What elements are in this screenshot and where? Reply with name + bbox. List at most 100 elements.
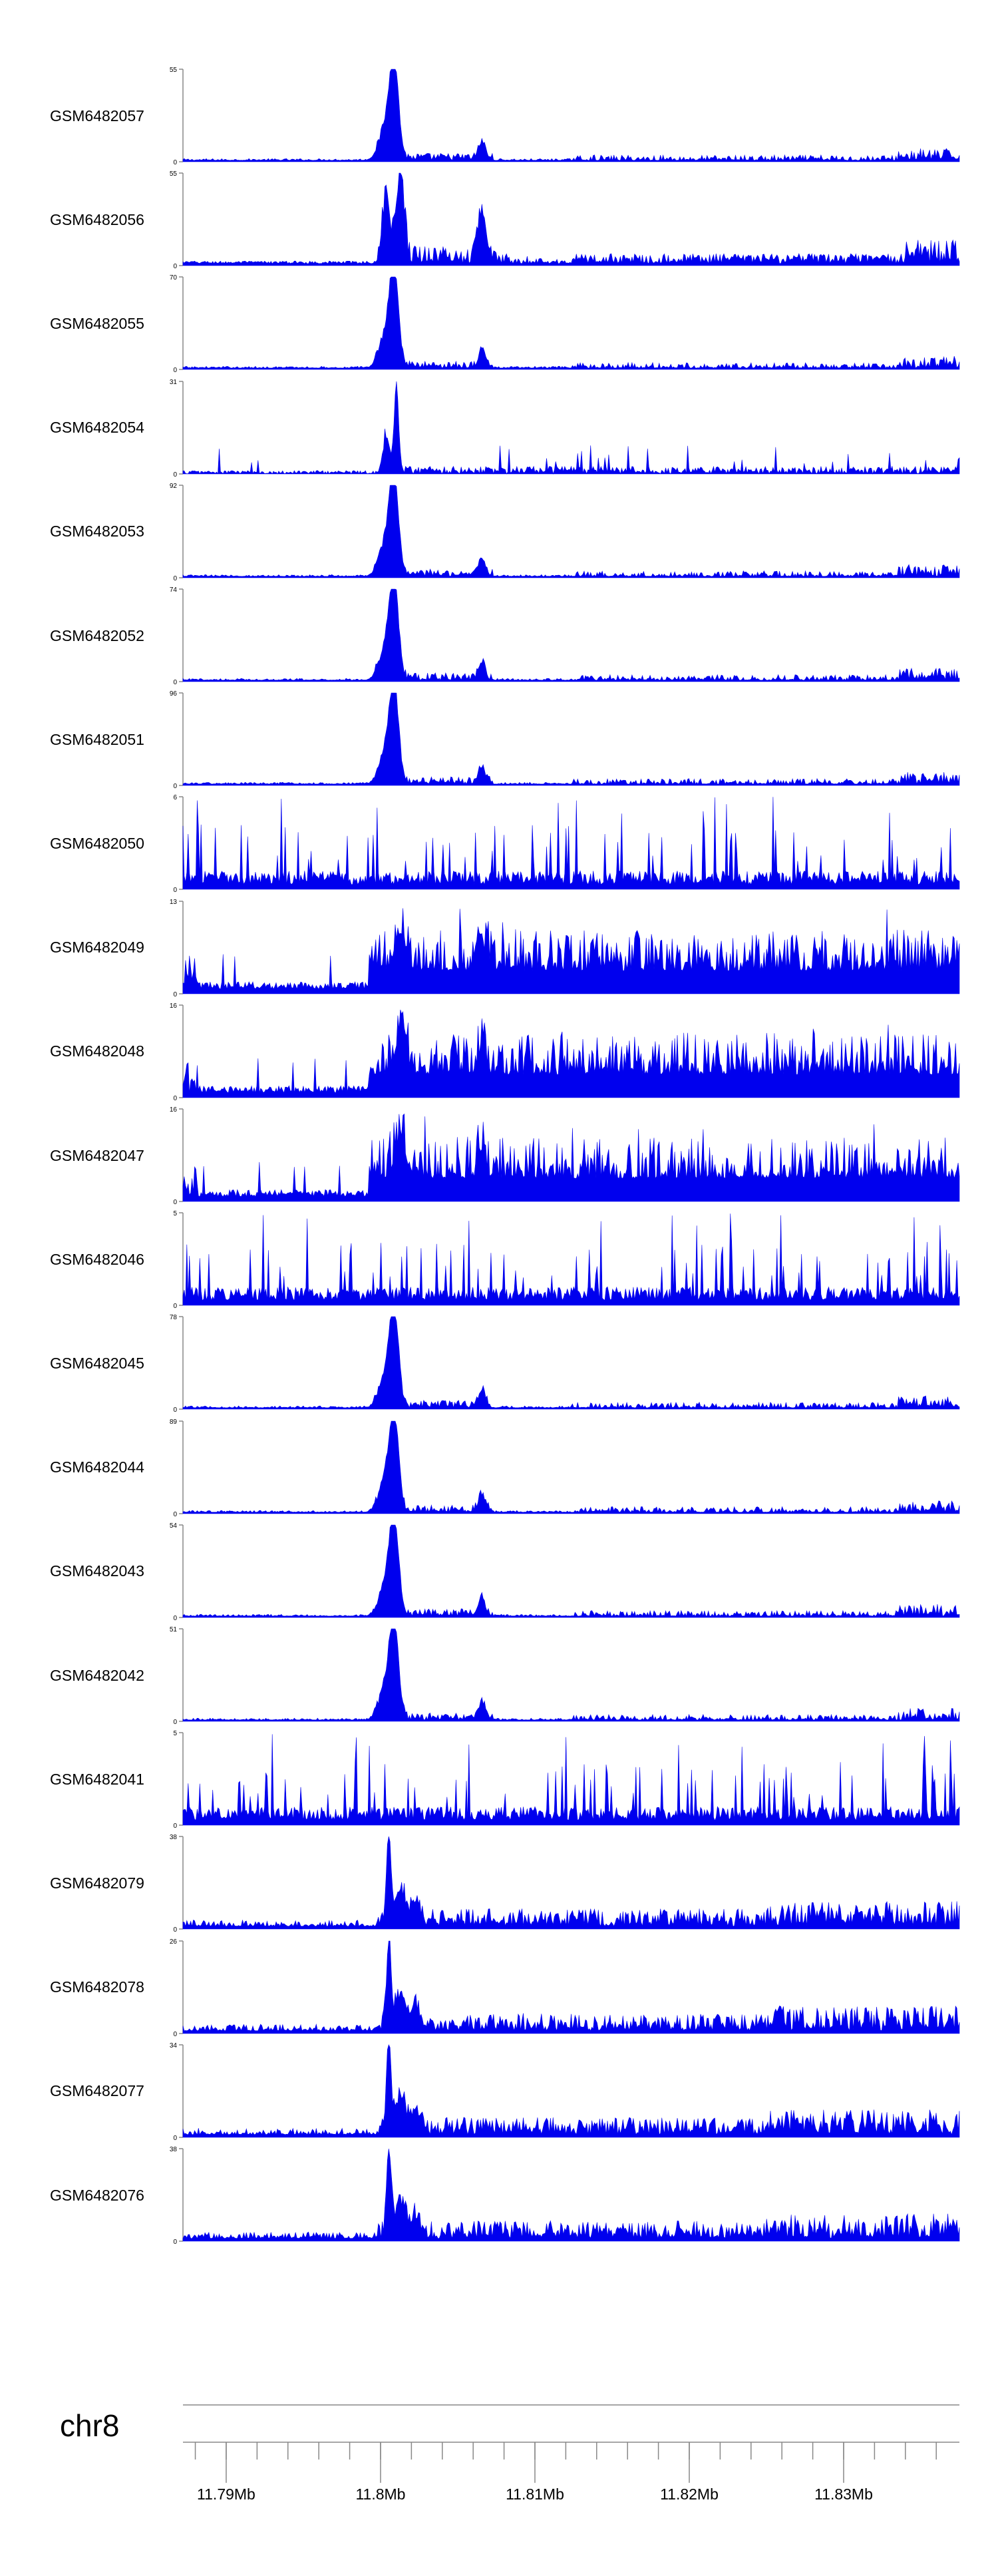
signal-area xyxy=(182,1213,960,1306)
track-label: GSM6482055 xyxy=(50,314,144,332)
track-plot: 13 0 xyxy=(170,899,960,998)
y-axis-max-label: 96 xyxy=(170,690,178,698)
track-label: GSM6482079 xyxy=(50,1874,144,1892)
track-GSM6482054: GSM6482054 31 0 xyxy=(0,379,998,483)
y-axis-max-label: 34 xyxy=(170,2042,178,2049)
y-axis-max-label: 31 xyxy=(170,379,178,386)
track-plot: 34 0 xyxy=(170,2042,960,2142)
y-axis-min-label: 0 xyxy=(173,783,177,790)
track-GSM6482046: GSM6482046 5 0 xyxy=(0,1210,998,1314)
track-GSM6482048: GSM6482048 16 0 xyxy=(0,1002,998,1106)
signal-area xyxy=(182,485,960,578)
track-GSM6482044: GSM6482044 89 0 xyxy=(0,1418,998,1522)
signal-area xyxy=(182,172,960,266)
track-label: GSM6482053 xyxy=(50,523,144,540)
track-plot: 51 0 xyxy=(170,1626,960,1726)
signal-area xyxy=(182,2148,960,2242)
track-label: GSM6482046 xyxy=(50,1250,144,1268)
track-GSM6482047: GSM6482047 16 0 xyxy=(0,1106,998,1210)
track-label: GSM6482077 xyxy=(50,2082,144,2100)
y-axis-min-label: 0 xyxy=(173,2031,177,2038)
track-plot: 50 xyxy=(173,1210,960,1310)
track-GSM6482056: GSM6482056 55 0 xyxy=(0,170,998,274)
y-axis-min-label: 0 xyxy=(173,1303,177,1310)
y-axis-min-label: 0 xyxy=(173,1823,177,1830)
track-label: GSM6482054 xyxy=(50,419,144,437)
y-axis-max-label: 38 xyxy=(170,1834,178,1841)
track-plot: 55 0 xyxy=(170,67,960,166)
y-axis-min-label: 0 xyxy=(173,1615,177,1622)
signal-area xyxy=(182,381,960,475)
track-label: GSM6482049 xyxy=(50,939,144,957)
track-GSM6482041: GSM6482041 5 0 xyxy=(0,1730,998,1834)
signal-area xyxy=(182,1317,960,1410)
track-plot: 70 0 xyxy=(170,274,960,374)
y-axis-min-label: 0 xyxy=(173,887,177,894)
y-axis-max-label: 5 xyxy=(173,1210,177,1217)
signal-area xyxy=(182,797,960,890)
signal-area xyxy=(182,1113,960,1202)
signal-area xyxy=(182,1734,960,1826)
y-axis-min-label: 0 xyxy=(173,367,177,374)
track-plot: 92 0 xyxy=(170,483,960,582)
track-label: GSM6482051 xyxy=(50,730,144,748)
track-GSM6482042: GSM6482042 51 0 xyxy=(0,1626,998,1730)
y-axis-max-label: 54 xyxy=(170,1522,178,1530)
signal-area xyxy=(182,277,960,370)
signal-area xyxy=(182,1836,960,1930)
y-axis-min-label: 0 xyxy=(173,1926,177,1934)
track-GSM6482050: GSM6482050 6 0 xyxy=(0,794,998,898)
track-GSM6482052: GSM6482052 74 0 xyxy=(0,586,998,690)
signal-area xyxy=(182,69,960,162)
y-axis-min-label: 0 xyxy=(173,991,177,998)
track-GSM6482045: GSM6482045 78 0 xyxy=(0,1314,998,1418)
y-axis-max-label: 16 xyxy=(170,1002,178,1010)
track-GSM6482077: GSM6482077 34 0 xyxy=(0,2042,998,2146)
track-plot: 78 0 xyxy=(170,1314,960,1414)
track-label: GSM6482052 xyxy=(50,626,144,644)
track-label: GSM6482047 xyxy=(50,1146,144,1164)
y-axis-max-label: 5 xyxy=(173,1730,177,1737)
y-axis-max-label: 51 xyxy=(170,1626,178,1633)
y-axis-max-label: 55 xyxy=(170,67,178,74)
y-axis-min-label: 0 xyxy=(173,159,177,166)
track-label: GSM6482050 xyxy=(50,834,144,852)
track-plot: 31 0 xyxy=(170,379,960,479)
track-GSM6482049: GSM6482049 13 0 xyxy=(0,899,998,1002)
y-axis-max-label: 89 xyxy=(170,1418,178,1426)
track-GSM6482043: GSM6482043 54 0 xyxy=(0,1522,998,1626)
y-axis-min-label: 0 xyxy=(173,2135,177,2142)
track-label: GSM6482056 xyxy=(50,210,144,228)
track-plot: 38 0 xyxy=(170,2146,960,2246)
signal-area xyxy=(182,2043,960,2138)
track-label: GSM6482042 xyxy=(50,1666,144,1684)
track-plot: 16 0 xyxy=(170,1002,960,1102)
y-axis-min-label: 0 xyxy=(173,1406,177,1414)
y-axis-min-label: 0 xyxy=(173,1095,177,1102)
track-label: GSM6482041 xyxy=(50,1770,144,1788)
y-axis-max-label: 55 xyxy=(170,170,178,178)
track-label: GSM6482043 xyxy=(50,1562,144,1580)
y-axis-min-label: 0 xyxy=(173,2239,177,2246)
y-axis-min-label: 0 xyxy=(173,471,177,479)
y-axis-min-label: 0 xyxy=(173,1511,177,1518)
track-plot: 16 0 xyxy=(170,1106,960,1206)
track-GSM6482053: GSM6482053 92 0 xyxy=(0,483,998,586)
signal-area xyxy=(182,1628,960,1722)
y-axis-max-label: 74 xyxy=(170,586,178,594)
track-plot: 74 0 xyxy=(170,586,960,686)
track-label: GSM6482057 xyxy=(50,107,144,124)
track-plot: 50 xyxy=(173,1730,960,1830)
x-tick-label: 11.8Mb xyxy=(355,2485,405,2503)
track-plot: 26 0 xyxy=(170,1938,960,2038)
y-axis-max-label: 92 xyxy=(170,483,178,490)
y-axis-min-label: 0 xyxy=(173,1719,177,1726)
y-axis-min-label: 0 xyxy=(173,575,177,582)
x-tick-label: 11.81Mb xyxy=(506,2485,564,2503)
track-plot: 55 0 xyxy=(170,170,960,270)
x-tick-label: 11.82Mb xyxy=(660,2485,719,2503)
track-plot: 38 0 xyxy=(170,1834,960,1934)
track-label: GSM6482045 xyxy=(50,1354,144,1372)
y-axis-max-label: 38 xyxy=(170,2146,178,2153)
track-GSM6482076: GSM6482076 38 0 xyxy=(0,2146,998,2250)
